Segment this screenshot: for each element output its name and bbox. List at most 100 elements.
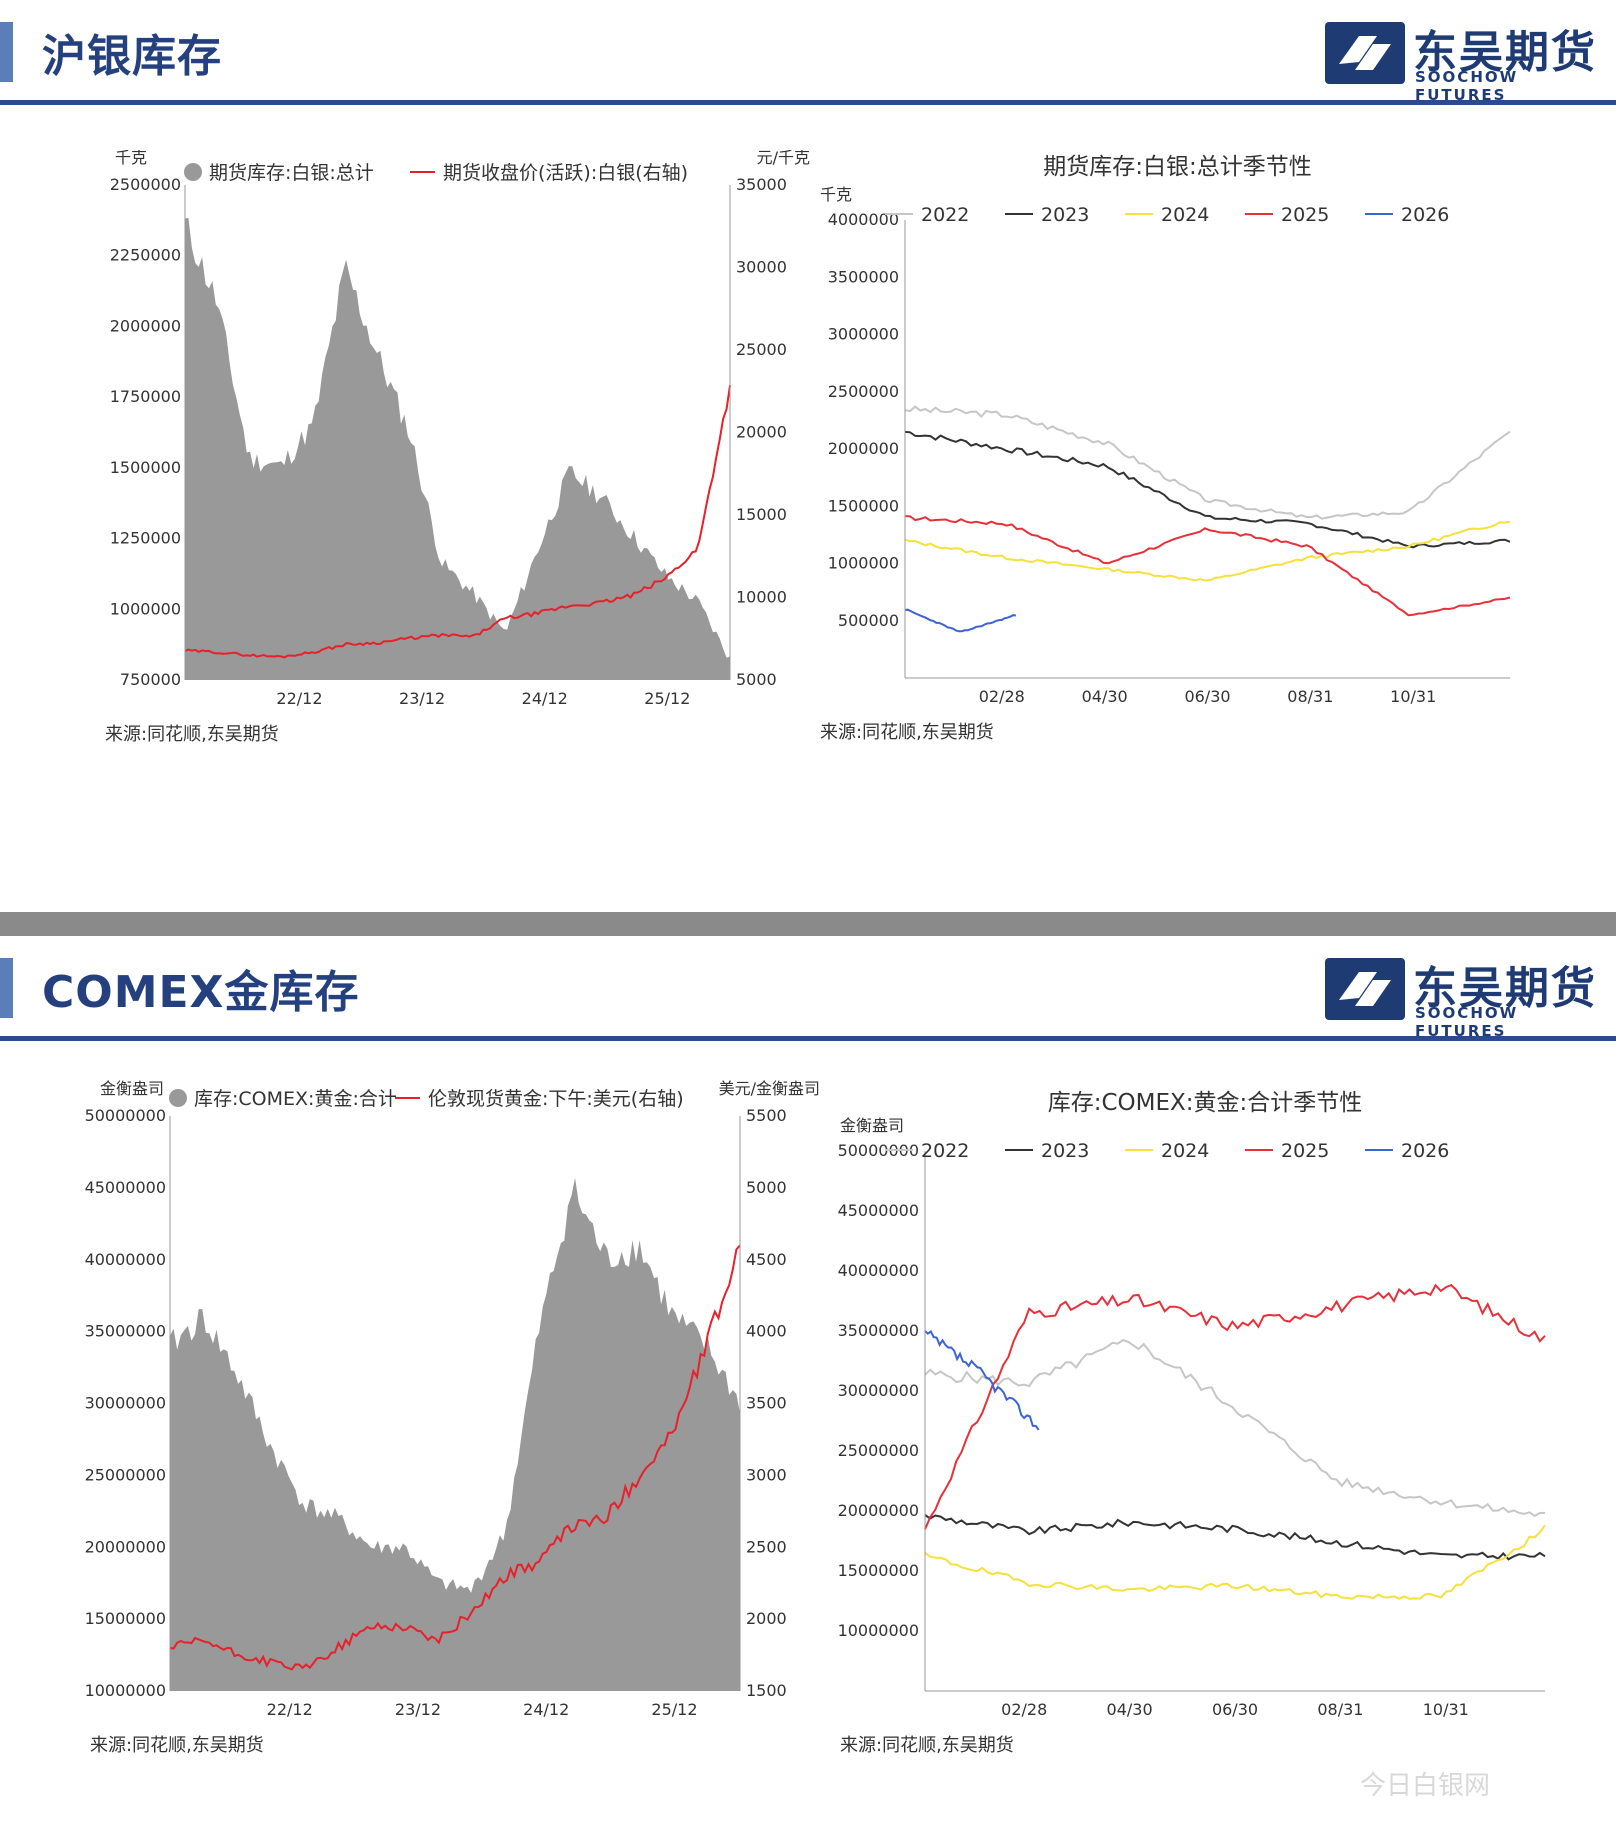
left-unit-label: 千克 [115,150,147,167]
right-tick-label: 15000 [736,505,787,524]
x-tick-label: 25/12 [644,689,690,708]
inventory-area [170,1177,740,1691]
legend-price-label: 期货收盘价(活跃):白银(右轴) [443,162,688,184]
source-note: 来源:同花顺,东吴期货 [105,724,279,745]
logo-chinese: 东吴期货 [1413,963,1597,1014]
x-tick-label: 02/28 [1001,1700,1047,1719]
season-line-2025 [924,1283,1546,1530]
right-tick-label: 5000 [736,670,777,689]
y-tick-label: 20000000 [838,1501,919,1520]
right-tick-label: 3500 [746,1394,787,1413]
x-tick-label: 02/28 [979,687,1025,706]
logo-english: SOOCHOW FUTURES [1415,68,1519,104]
legend-label-2026: 2026 [1401,204,1449,226]
y-tick-label: 4000000 [828,210,899,229]
soochow-logo-icon [1325,22,1405,84]
legend-label-2023: 2023 [1041,1140,1089,1162]
page-title: 沪银库存 [42,31,222,82]
left-tick-label: 2250000 [110,246,181,265]
x-tick-label: 23/12 [395,1700,441,1719]
right-unit-label: 美元/金衡盎司 [719,1079,820,1098]
legend-price-label: 伦敦现货黄金:下午:美元(右轴) [428,1088,684,1110]
legend-inventory-label: 期货库存:白银:总计 [209,162,374,184]
legend-label-2023: 2023 [1041,204,1089,226]
legend-label-2024: 2024 [1161,204,1209,226]
x-tick-label: 08/31 [1317,1700,1363,1719]
source-note: 来源:同花顺,东吴期货 [90,1735,264,1756]
gold-panel: COMEX金库存 东吴期货 SOOCHOW FUTURES 50000000 45… [0,936,1616,1838]
legend-label-2022: 2022 [921,204,969,226]
left-tick-label: 30000000 [85,1394,166,1413]
y-tick-label: 1000000 [828,554,899,573]
left-tick-label: 1000000 [110,599,181,618]
right-tick-label: 30000 [736,258,787,277]
y-tick-label: 30000000 [838,1381,919,1400]
x-tick-label: 04/30 [1082,687,1128,706]
y-tick-label: 500000 [838,611,899,630]
x-tick-label: 24/12 [522,689,568,708]
y-tick-label: 2000000 [828,439,899,458]
y-tick-label: 3500000 [828,267,899,286]
season-line-2026 [904,608,1017,633]
left-tick-label: 1750000 [110,387,181,406]
season-line-2025 [904,515,1511,617]
right-tick-label: 2000 [746,1609,787,1628]
legend-label-2025: 2025 [1281,204,1329,226]
right-tick-label: 25000 [736,340,787,359]
chart-title: 期货库存:白银:总计季节性 [1043,154,1312,180]
y-tick-label: 45000000 [838,1201,919,1220]
right-tick-label: 10000 [736,588,787,607]
x-tick-label: 10/31 [1390,687,1436,706]
page-title: COMEX金库存 [42,967,360,1018]
y-tick-label: 35000000 [838,1321,919,1340]
gold-inventory-price-chart: 50000000 45000000 40000000 35000000 30000000… [85,1079,820,1756]
left-tick-label: 1250000 [110,529,181,548]
left-tick-label: 10000000 [85,1681,166,1700]
x-tick-label: 22/12 [267,1700,313,1719]
left-unit-label: 金衡盎司 [100,1079,164,1098]
unit-label: 千克 [820,185,852,204]
source-note: 来源:同花顺,东吴期货 [840,1735,1014,1756]
legend-inventory-label: 库存:COMEX:黄金:合计 [194,1088,397,1110]
left-tick-label: 40000000 [85,1250,166,1269]
y-tick-label: 2500000 [828,382,899,401]
y-tick-label: 50000000 [838,1141,919,1160]
title-accent-bar [0,22,13,82]
legend-label-2024: 2024 [1161,1140,1209,1162]
price-line [169,1244,741,1671]
silver-seasonal-chart: 4000000 3500000 3000000 2500000 2000000 15000… [820,154,1511,743]
left-tick-label: 15000000 [85,1609,166,1628]
legend-inventory-marker [184,163,202,181]
season-line-2022 [904,405,1511,520]
chart-title: 库存:COMEX:黄金:合计季节性 [1048,1090,1363,1116]
brand-logo: 东吴期货 SOOCHOW FUTURES [1325,952,1610,1040]
legend-label-2026: 2026 [1401,1140,1449,1162]
header-rule [0,1036,1616,1041]
soochow-logo-icon [1325,958,1405,1020]
watermark: 今日白银网 [1360,1771,1491,1801]
left-tick-label: 2500000 [110,175,181,194]
right-unit-label: 元/千克 [757,150,810,167]
price-line [184,385,731,659]
left-tick-label: 25000000 [85,1465,166,1484]
season-line-2024 [924,1524,1546,1600]
left-tick-label: 2000000 [110,316,181,335]
unit-label: 金衡盎司 [840,1116,904,1135]
right-tick-label: 4500 [746,1250,787,1269]
season-line-2024 [904,520,1511,582]
x-tick-label: 23/12 [399,689,445,708]
right-tick-label: 1500 [746,1681,787,1700]
legend-label-2025: 2025 [1281,1140,1329,1162]
silver-inventory-price-chart: 2500000 2250000 2000000 1750000 1500000 12500… [105,150,810,745]
x-tick-label: 10/31 [1423,1700,1469,1719]
legend-inventory-marker [169,1089,187,1107]
y-tick-label: 40000000 [838,1261,919,1280]
silver-panel: 沪银库存 东吴期货 SOOCHOW FUTURES 2500000 2250000… [0,0,1616,902]
y-tick-label: 10000000 [838,1621,919,1640]
right-tick-label: 3000 [746,1465,787,1484]
x-tick-label: 06/30 [1184,687,1230,706]
x-tick-label: 08/31 [1287,687,1333,706]
right-tick-label: 2500 [746,1537,787,1556]
y-tick-label: 1500000 [828,496,899,515]
title-accent-bar [0,958,13,1018]
